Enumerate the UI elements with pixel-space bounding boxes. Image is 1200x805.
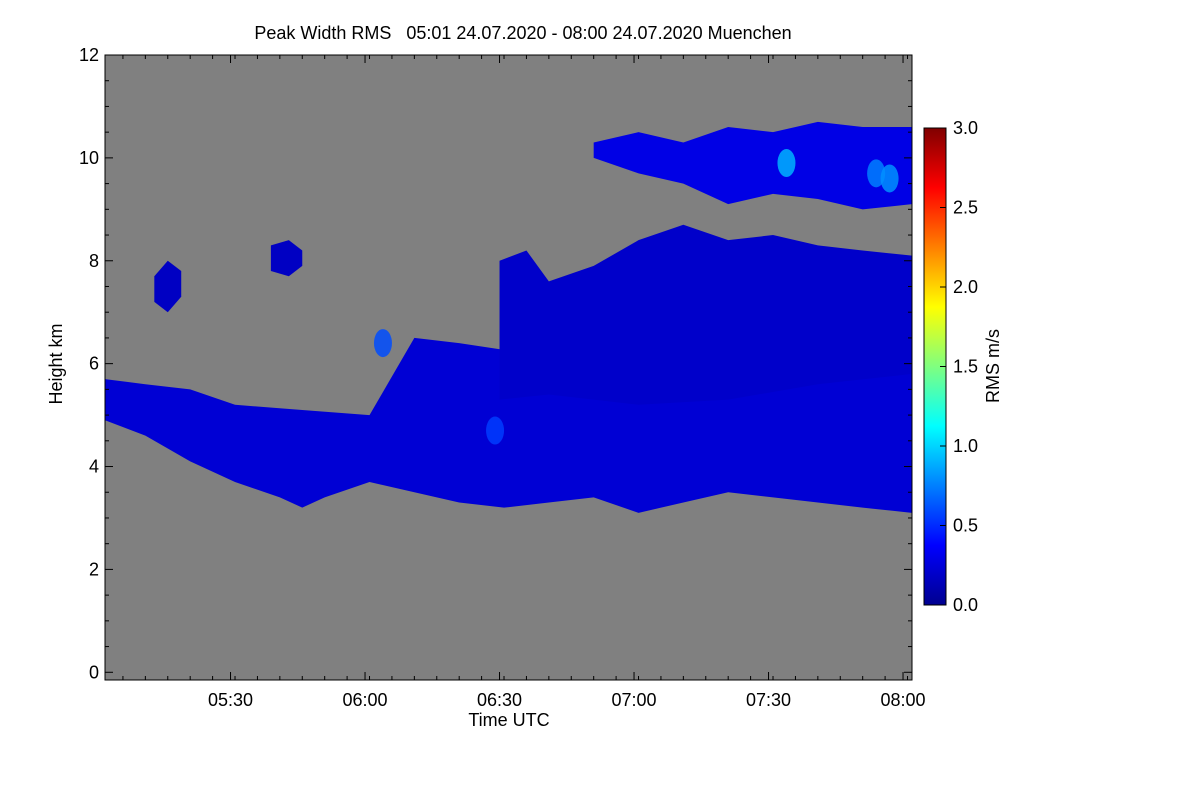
x-tick-label: 07:30 [746,690,791,710]
x-axis-label: Time UTC [468,710,549,730]
y-tick-label: 10 [79,148,99,168]
y-tick-label: 12 [79,45,99,65]
chart-title: Peak Width RMS 05:01 24.07.2020 - 08:00 … [254,23,791,43]
colorbar-tick-label: 2.0 [953,277,978,297]
rms-highlight [373,329,392,358]
colorbar-tick-label: 0.0 [953,595,978,615]
colorbar-tick-label: 0.5 [953,516,978,536]
x-tick-label: 07:00 [612,690,657,710]
rms-highlight [486,416,505,445]
y-axis: 0 2 4 6 8 10 12 [79,45,912,682]
rms-highlight [880,164,899,193]
y-tick-label: 6 [89,354,99,374]
y-tick-label: 2 [89,559,99,579]
plot-frame [104,54,913,681]
cloud-region [593,121,912,210]
cloud-region [270,240,303,277]
colorbar-label: RMS m/s [983,329,1003,403]
rms-highlight [777,149,796,178]
x-tick-label: 08:00 [881,690,926,710]
colorbar-axis: 0.0 0.5 1.0 1.5 2.0 2.5 3.0 [940,118,978,615]
x-tick-label: 05:30 [208,690,253,710]
colorbar-tick-label: 3.0 [953,118,978,138]
y-axis-label: Height km [46,323,66,404]
y-tick-label: 8 [89,251,99,271]
colorbar-tick-label: 2.5 [953,198,978,218]
y-tick-label: 0 [89,662,99,682]
cloud-region [154,260,182,313]
x-tick-label: 06:30 [477,690,522,710]
x-tick-label: 06:00 [343,690,388,710]
colorbar-tick-label: 1.5 [953,357,978,377]
x-axis: 05:30 06:00 06:30 07:00 07:30 08:00 [122,55,926,710]
data-layer [105,121,912,513]
rms-highlight [867,159,886,188]
cloud-region [499,224,912,405]
colorbar-tick-label: 1.0 [953,436,978,456]
y-tick-label: 4 [89,457,99,477]
